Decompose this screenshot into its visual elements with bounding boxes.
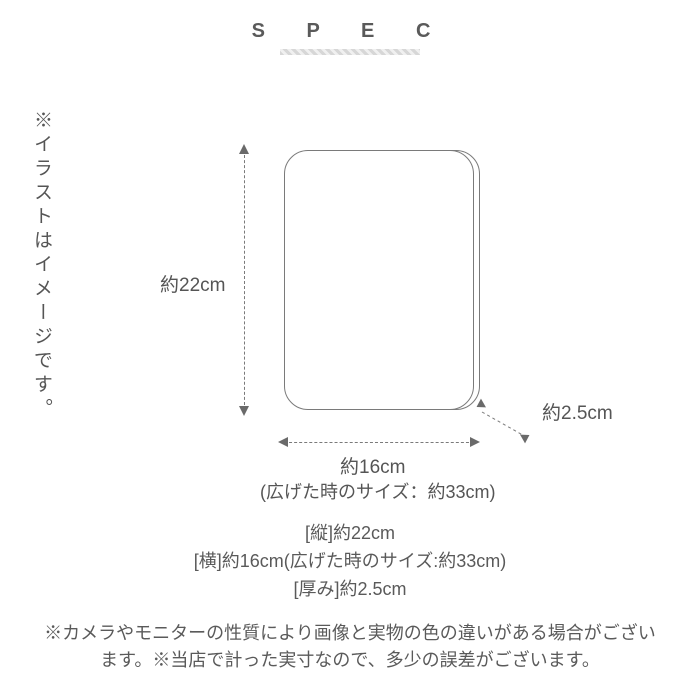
height-extent-line xyxy=(244,150,245,410)
spec-line-width: [横]約16cm(広げた時のサイズ:約33cm) xyxy=(0,548,700,576)
color-measurement-disclaimer: ※カメラやモニターの性質により画像と実物の色の違いがある場合がございます。※当店… xyxy=(40,620,660,674)
product-plate-front xyxy=(284,150,474,410)
width-label: 約16cm xyxy=(340,452,405,479)
arrow-down-icon xyxy=(239,406,249,416)
arrow-left-icon xyxy=(278,437,288,447)
spec-infographic: S P E C ※イラストはイメージです。 約22cm 約16cm 約2.5cm… xyxy=(0,0,700,700)
width-expanded-label: (広げた時のサイズ：約33cm) xyxy=(260,478,495,504)
arrow-diag-end-icon xyxy=(520,431,532,444)
dimension-diagram: 約22cm 約16cm 約2.5cm (広げた時のサイズ：約33cm) xyxy=(150,120,580,480)
height-label: 約22cm xyxy=(160,270,225,297)
arrow-up-icon xyxy=(239,144,249,154)
width-extent-line xyxy=(284,442,474,443)
title-underline-hatch xyxy=(280,49,420,55)
arrow-right-icon xyxy=(470,437,480,447)
spec-line-height: [縦]約22cm xyxy=(0,520,700,548)
title-block: S P E C xyxy=(0,20,700,55)
illustration-disclaimer-vertical: ※イラストはイメージです。 xyxy=(28,110,55,422)
page-title: S P E C xyxy=(252,20,449,43)
thickness-label: 約2.5cm xyxy=(542,398,613,425)
spec-line-thickness: [厚み]約2.5cm xyxy=(0,576,700,604)
spec-lines: [縦]約22cm [横]約16cm(広げた時のサイズ:約33cm) [厚み]約2… xyxy=(0,520,700,604)
